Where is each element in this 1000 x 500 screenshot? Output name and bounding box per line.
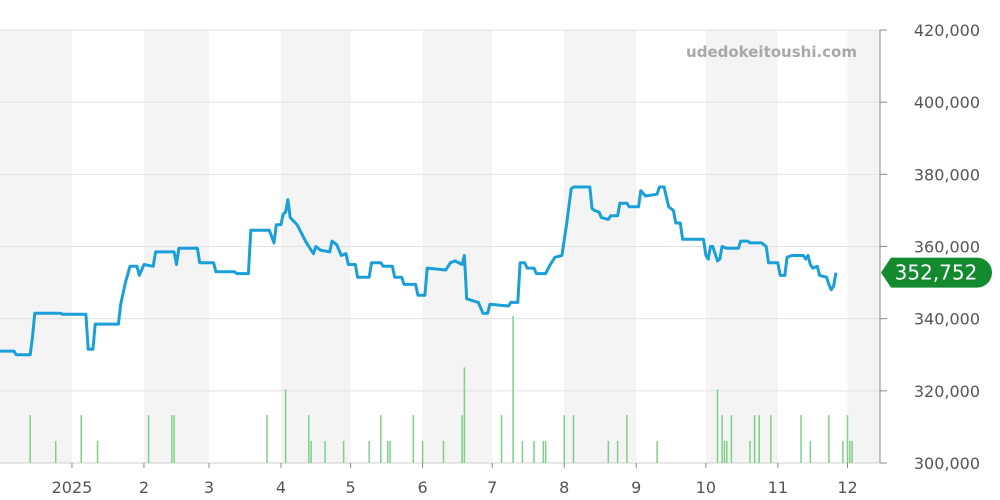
x-tick-label: 2025	[52, 478, 93, 497]
y-tick-label: 380,000	[914, 165, 980, 184]
x-tick-label: 10	[696, 478, 716, 497]
price-line	[0, 185, 838, 357]
current-value-label: 352,752	[895, 261, 978, 285]
y-tick-label: 300,000	[914, 454, 980, 473]
watermark: udedokeitoushi.com	[686, 43, 857, 61]
y-tick-label: 340,000	[914, 310, 980, 329]
x-tick-label: 8	[559, 478, 569, 497]
y-tick-label: 420,000	[914, 21, 980, 40]
current-value-badge: 352,752	[881, 257, 993, 288]
volume-bars	[29, 315, 853, 463]
gridlines	[0, 29, 880, 464]
x-tick-label: 4	[276, 478, 286, 497]
x-axis-ticks: 2025 2 3 4 5 6 7 8 9 10 11 12	[52, 463, 858, 497]
x-tick-label: 12	[837, 478, 857, 497]
y-tick-label: 360,000	[914, 238, 980, 257]
x-tick-label: 2	[139, 478, 149, 497]
x-tick-label: 3	[204, 478, 214, 497]
badge-shape	[881, 257, 993, 288]
x-tick-label: 7	[487, 478, 497, 497]
x-tick-label: 5	[346, 478, 356, 497]
y-tick-label: 400,000	[914, 93, 980, 112]
x-tick-label: 11	[768, 478, 788, 497]
x-tick-label: 9	[631, 478, 641, 497]
x-tick-label: 6	[417, 478, 427, 497]
y-tick-label: 320,000	[914, 382, 980, 401]
y-axis-ticks: 300,000 320,000 340,000 360,000 380,000 400,0…	[880, 21, 980, 473]
